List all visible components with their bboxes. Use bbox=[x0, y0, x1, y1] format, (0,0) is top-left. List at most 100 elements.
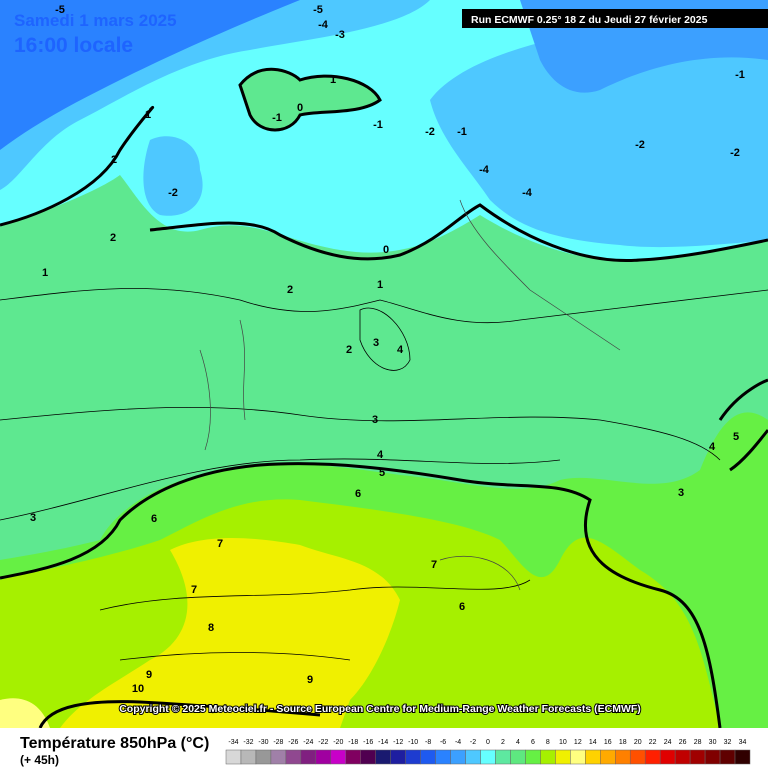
scale-swatch bbox=[644, 749, 661, 765]
scale-swatch bbox=[435, 749, 451, 765]
scale-swatch bbox=[495, 749, 511, 765]
scale-swatch bbox=[629, 749, 646, 765]
scale-label: -24 bbox=[303, 739, 313, 746]
scale-label: -6 bbox=[440, 739, 446, 746]
contour-label: 9 bbox=[146, 669, 152, 681]
contour-label: 6 bbox=[151, 513, 157, 525]
scale-label: -32 bbox=[243, 739, 253, 746]
scale-label: -2 bbox=[470, 739, 476, 746]
scale-swatch bbox=[465, 749, 481, 765]
contour-label: 3 bbox=[678, 487, 684, 499]
scale-swatch bbox=[390, 749, 406, 765]
scale-label: 8 bbox=[546, 739, 550, 746]
lead-time: (+ 45h) bbox=[20, 753, 59, 767]
scale-label: 18 bbox=[619, 739, 627, 746]
field-10 bbox=[60, 538, 400, 728]
scale-label: 34 bbox=[739, 739, 747, 746]
scale-swatch bbox=[734, 749, 751, 765]
scale-label: 30 bbox=[709, 739, 717, 746]
scale-label: 0 bbox=[486, 739, 490, 746]
contour-label: 5 bbox=[733, 431, 739, 443]
contour-label: -4 bbox=[479, 164, 490, 176]
scale-swatch bbox=[360, 749, 376, 765]
contour-label: 4 bbox=[377, 449, 384, 461]
field-m2-east bbox=[430, 0, 768, 248]
scale-swatch bbox=[255, 749, 272, 765]
field-m6-west bbox=[0, 0, 300, 150]
contour-label: -2 bbox=[425, 126, 435, 138]
scale-swatch bbox=[689, 749, 706, 765]
contour-label: 3 bbox=[373, 337, 379, 349]
scale-label: 12 bbox=[574, 739, 582, 746]
scale-swatch bbox=[525, 749, 541, 765]
scale-label: -22 bbox=[318, 739, 328, 746]
isotherm-2 bbox=[0, 288, 768, 324]
scale-swatch bbox=[240, 749, 257, 765]
scale-swatch bbox=[674, 749, 691, 765]
scale-label: -10 bbox=[408, 739, 418, 746]
field-12 bbox=[0, 698, 50, 728]
contour-label: 7 bbox=[217, 538, 223, 550]
scale-label: -20 bbox=[333, 739, 343, 746]
contour-label: 0 bbox=[383, 244, 389, 256]
scale-label: 28 bbox=[694, 739, 702, 746]
time-label: 16:00 locale bbox=[14, 34, 133, 57]
contour-label: 6 bbox=[459, 601, 465, 613]
scale-swatch bbox=[600, 749, 616, 765]
contour-label: 1 bbox=[377, 279, 383, 291]
contour-label: 7 bbox=[191, 584, 197, 596]
isotherm-3-island bbox=[359, 307, 411, 371]
contour-label: 8 bbox=[208, 622, 214, 634]
contour-label: 1 bbox=[42, 267, 48, 279]
contour-label: -4 bbox=[318, 19, 329, 31]
contour-label: 1 bbox=[145, 109, 151, 121]
field-1-alps bbox=[240, 69, 380, 130]
contour-label: -5 bbox=[55, 4, 65, 16]
contour-label: 2 bbox=[111, 154, 117, 166]
isotherm-1 bbox=[238, 67, 382, 132]
contour-label: 0 bbox=[297, 102, 303, 114]
scale-label: -14 bbox=[378, 739, 388, 746]
contour-label: -2 bbox=[635, 139, 645, 151]
scale-label: 32 bbox=[724, 739, 732, 746]
scale-label: -4 bbox=[455, 739, 461, 746]
scale-label: -30 bbox=[258, 739, 268, 746]
contour-label: 6 bbox=[355, 488, 361, 500]
contour-label: -1 bbox=[373, 119, 383, 131]
scale-label: 6 bbox=[531, 739, 535, 746]
scale-swatch bbox=[300, 749, 317, 765]
scale-label: 10 bbox=[559, 739, 567, 746]
date-label: Samedi 1 mars 2025 bbox=[14, 11, 177, 30]
scale-label: -18 bbox=[348, 739, 358, 746]
scale-swatch bbox=[719, 749, 736, 765]
isotherm-5 bbox=[718, 378, 768, 472]
isotherm-7 bbox=[99, 579, 531, 611]
scale-swatch bbox=[480, 749, 496, 765]
copyright: Copyright © 2025 Meteociel.fr - Source E… bbox=[119, 703, 641, 715]
scale-swatch bbox=[285, 749, 302, 765]
isotherm-9 bbox=[119, 652, 351, 661]
scale-label: -16 bbox=[363, 739, 373, 746]
isotherm-10 bbox=[38, 700, 321, 729]
isotherm-3 bbox=[0, 406, 721, 461]
coastline bbox=[199, 199, 621, 591]
scale-swatch bbox=[225, 749, 242, 765]
contour-label: -2 bbox=[168, 187, 178, 199]
field-m2-pocket bbox=[143, 136, 203, 216]
scale-label: 24 bbox=[664, 739, 672, 746]
scale-swatch bbox=[555, 749, 571, 765]
scale-swatch bbox=[405, 749, 421, 765]
scale-swatch bbox=[615, 749, 631, 765]
footer-title: Température 850hPa (°C) bbox=[20, 735, 209, 752]
scale-label: 2 bbox=[501, 739, 505, 746]
contour-label: 10 bbox=[132, 683, 144, 695]
contour-label: 3 bbox=[30, 512, 36, 524]
contour-label: -1 bbox=[735, 69, 745, 81]
contour-label: -2 bbox=[730, 147, 740, 159]
contour-label: -1 bbox=[457, 126, 467, 138]
run-label: Run ECMWF 0.25° 18 Z du Jeudi 27 février… bbox=[471, 14, 708, 26]
isotherm-0 bbox=[0, 106, 155, 227]
contour-label: -5 bbox=[313, 4, 323, 16]
scale-swatch bbox=[345, 749, 361, 765]
